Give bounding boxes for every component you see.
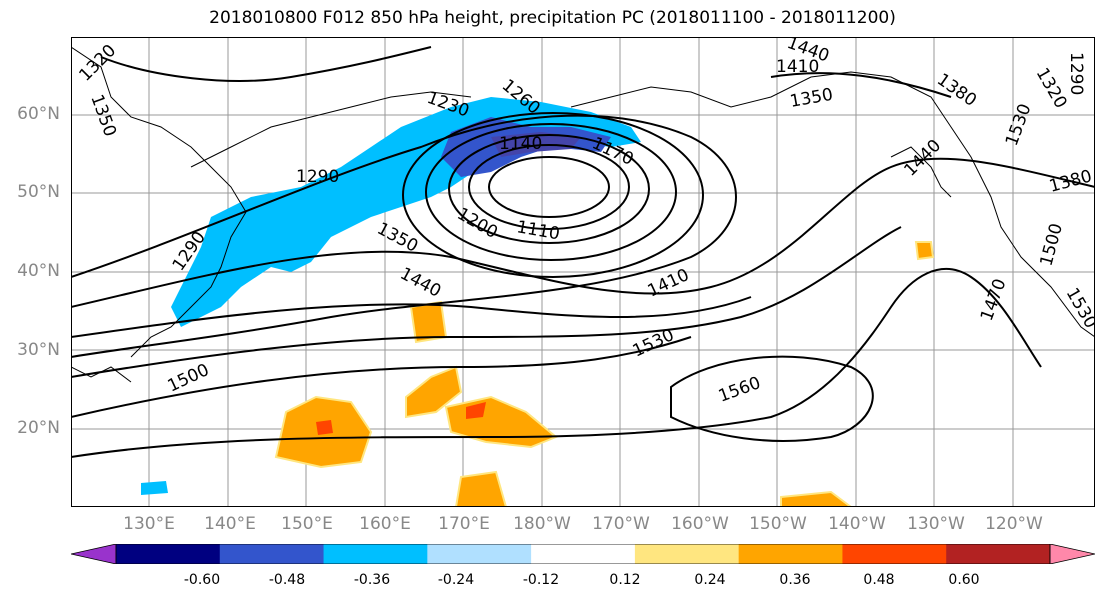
contour-label: 1560 <box>716 373 763 407</box>
lon-label-140w: 140°W <box>828 514 886 534</box>
colorbar-extend-high <box>1049 544 1095 564</box>
lat-label-60n: 60°N <box>17 104 60 124</box>
colorbar-segment <box>427 544 532 564</box>
colorbar-tick-label: 0.60 <box>948 572 980 588</box>
colorbar <box>71 544 1095 564</box>
colorbar-tick-label: -0.36 <box>353 572 391 588</box>
contour-label: 1410 <box>776 57 819 77</box>
contour-label: 1140 <box>499 134 542 154</box>
colorbar-tick-label: -0.12 <box>522 572 560 588</box>
colorbar-segment <box>116 544 221 564</box>
lon-label-170w: 170°W <box>592 514 650 534</box>
lon-label-120w: 120°W <box>985 514 1043 534</box>
colorbar-segment <box>842 544 947 564</box>
lon-label-150e: 150°E <box>281 514 333 534</box>
colorbar-tick-label: -0.48 <box>268 572 306 588</box>
lon-label-170e: 170°E <box>438 514 490 534</box>
colorbar-segment <box>946 544 1051 564</box>
colorbar-tick-label: -0.60 <box>183 572 221 588</box>
colorbar-tick-label: 0.24 <box>694 572 726 588</box>
contour-label: 1200 <box>454 204 501 243</box>
colorbar-extend-low <box>71 544 117 564</box>
lat-label-20n: 20°N <box>17 418 60 438</box>
lon-label-130w: 130°W <box>907 514 965 534</box>
positive-anomaly-areas <box>274 241 935 507</box>
height-contours <box>71 46 1095 458</box>
contour-label: 1500 <box>1037 221 1068 268</box>
contour-label: 1380 <box>1047 166 1094 197</box>
coastlines <box>71 46 1095 383</box>
lon-label-130e: 130°E <box>123 514 175 534</box>
lon-label-180w: 180°W <box>513 514 571 534</box>
colorbar-tick-label: 0.36 <box>779 572 811 588</box>
contour-label: 1530 <box>1002 101 1036 148</box>
contour-label: 1440 <box>397 264 445 302</box>
lat-label-50n: 50°N <box>17 182 60 202</box>
map-panel: 1320 1350 1290 1290 1230 1260 1140 1170 … <box>71 37 1095 507</box>
contour-label: 1470 <box>977 276 1011 323</box>
colorbar-segment <box>531 544 636 564</box>
lon-label-160w: 160°W <box>671 514 729 534</box>
lon-label-160e: 160°E <box>359 514 411 534</box>
contour-label: 1350 <box>788 85 834 112</box>
lat-label-30n: 30°N <box>17 340 60 360</box>
contour-label: 1350 <box>86 92 120 139</box>
colorbar-tick-label: 0.48 <box>863 572 895 588</box>
colorbar-tick-label: -0.24 <box>437 572 475 588</box>
contour-label: 1320 <box>1032 65 1071 112</box>
contour-label: 1380 <box>933 70 980 111</box>
lon-label-140e: 140°E <box>204 514 256 534</box>
contour-label: 1290 <box>1066 52 1086 95</box>
colorbar-tick-label: 0.12 <box>609 572 641 588</box>
contour-label: 1320 <box>75 41 120 86</box>
contour-label: 1290 <box>296 167 339 187</box>
lat-label-40n: 40°N <box>17 261 60 281</box>
colorbar-segment <box>219 544 325 564</box>
colorbar-segment <box>738 544 843 564</box>
colorbar-segments <box>71 544 1095 564</box>
colorbar-frame <box>115 544 1051 564</box>
colorbar-segment <box>634 544 740 564</box>
colorbar-segment <box>323 544 428 564</box>
map-title: 2018010800 F012 850 hPa height, precipit… <box>209 8 896 28</box>
map-frame <box>71 37 1095 507</box>
lon-label-150w: 150°W <box>749 514 807 534</box>
